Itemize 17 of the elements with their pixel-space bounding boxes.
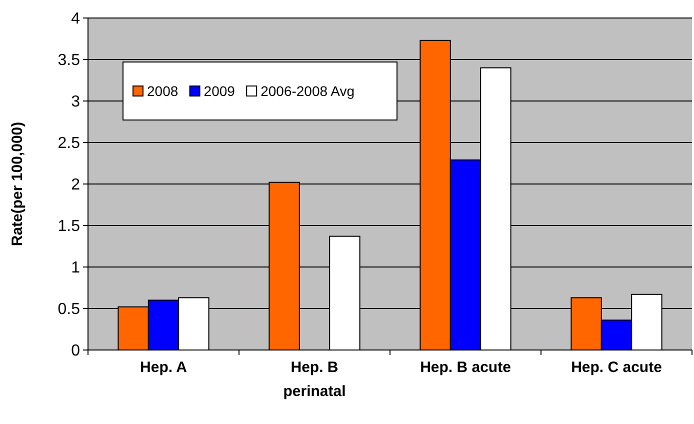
- y-tick-label: 0: [71, 342, 80, 360]
- y-tick-label: 4: [71, 10, 80, 28]
- legend-label: 2006-2008 Avg: [260, 82, 355, 99]
- y-tick-label: 2.5: [58, 135, 80, 152]
- x-tick-label: Hep. A: [140, 359, 188, 376]
- y-tick-label: 1.5: [58, 218, 80, 236]
- legend-label: 2008: [147, 82, 178, 99]
- legend-label: 2009: [204, 82, 236, 99]
- x-tick-label: Hep. B acute: [420, 359, 511, 376]
- y-tick-label: 3.5: [58, 52, 80, 70]
- y-tick-label: 1: [71, 260, 80, 277]
- y-tick-label: 0.5: [58, 301, 80, 318]
- x-tick-label: Hep. C acute: [571, 359, 662, 376]
- y-axis-title: Rate(per 100,000): [9, 122, 26, 246]
- y-tick-label: 2: [71, 176, 80, 194]
- x-tick-label: Hep. B perinatal: [283, 359, 346, 400]
- y-tick-label: 3: [71, 94, 80, 111]
